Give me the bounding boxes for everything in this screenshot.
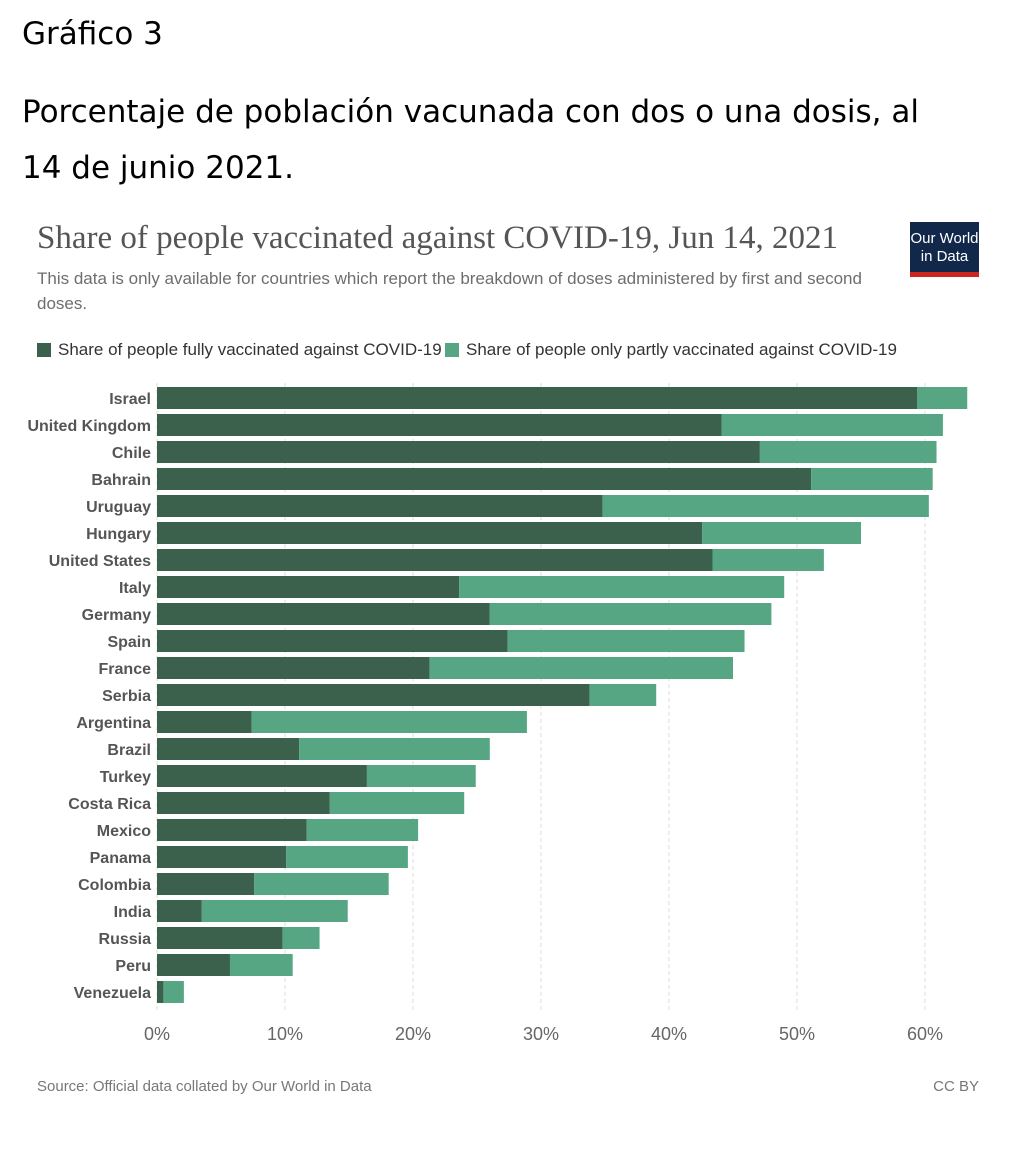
- category-label-panama: Panama: [90, 850, 151, 867]
- category-label-uruguay: Uruguay: [86, 499, 151, 516]
- license-label[interactable]: CC BY: [933, 1078, 979, 1095]
- category-label-colombia: Colombia: [78, 877, 151, 894]
- legend-swatch-fully: [37, 343, 51, 357]
- category-label-bahrain: Bahrain: [91, 472, 151, 489]
- bar-fully-france: [157, 657, 430, 679]
- category-label-venezuela: Venezuela: [74, 985, 151, 1002]
- category-label-costa-rica: Costa Rica: [68, 796, 151, 813]
- bar-partly-israel: [917, 387, 968, 409]
- bar-partly-colombia: [254, 873, 389, 895]
- chart-subtitle: This data is only available for countrie…: [37, 269, 862, 313]
- bar-fully-italy: [157, 576, 460, 598]
- legend-item-fully[interactable]: Share of people fully vaccinated against…: [37, 340, 442, 360]
- bar-fully-serbia: [157, 684, 590, 706]
- bar-partly-spain: [507, 630, 745, 652]
- bar-fully-chile: [157, 441, 760, 463]
- x-tick-label: 20%: [395, 1024, 431, 1044]
- owid-logo[interactable]: Our World in Data: [910, 222, 979, 277]
- x-tick-label: 0%: [144, 1024, 170, 1044]
- category-label-chile: Chile: [112, 445, 151, 462]
- category-label-hungary: Hungary: [86, 526, 151, 543]
- bar-partly-germany: [489, 603, 772, 625]
- bar-fully-costa-rica: [157, 792, 330, 814]
- bar-partly-india: [201, 900, 348, 922]
- category-label-brazil: Brazil: [107, 742, 151, 759]
- x-tick-label: 30%: [523, 1024, 559, 1044]
- x-tick-label: 50%: [779, 1024, 815, 1044]
- category-label-peru: Peru: [115, 958, 151, 975]
- figure-label: Gráfico 3: [22, 16, 163, 52]
- bar-fully-venezuela: [157, 981, 164, 1003]
- bar-fully-germany: [157, 603, 490, 625]
- bar-partly-brazil: [299, 738, 490, 760]
- bar-fully-uruguay: [157, 495, 603, 517]
- bar-partly-serbia: [589, 684, 657, 706]
- bar-fully-hungary: [157, 522, 703, 544]
- logo-line-2: in Data: [920, 248, 969, 265]
- category-label-united-kingdom: United Kingdom: [27, 418, 151, 435]
- bar-fully-colombia: [157, 873, 255, 895]
- bar-partly-mexico: [306, 819, 419, 841]
- category-label-mexico: Mexico: [97, 823, 151, 840]
- bar-fully-argentina: [157, 711, 252, 733]
- category-label-turkey: Turkey: [100, 769, 151, 786]
- category-label-italy: Italy: [119, 580, 151, 597]
- bar-fully-israel: [157, 387, 918, 409]
- bar-partly-united-kingdom: [721, 414, 943, 436]
- category-label-israel: Israel: [109, 391, 151, 408]
- bar-partly-bahrain: [811, 468, 933, 490]
- legend-label-fully: Share of people fully vaccinated against…: [58, 340, 442, 359]
- category-label-germany: Germany: [82, 607, 151, 624]
- bar-fully-brazil: [157, 738, 300, 760]
- bar-fully-russia: [157, 927, 283, 949]
- bar-fully-panama: [157, 846, 287, 868]
- bar-fully-peru: [157, 954, 230, 976]
- source-note: Source: Official data collated by Our Wo…: [37, 1078, 372, 1095]
- bar-fully-bahrain: [157, 468, 812, 490]
- bar-partly-hungary: [702, 522, 861, 544]
- bar-fully-india: [157, 900, 202, 922]
- legend-label-partly: Share of people only partly vaccinated a…: [466, 340, 897, 359]
- bar-partly-france: [429, 657, 733, 679]
- category-label-spain: Spain: [107, 634, 151, 651]
- category-label-argentina: Argentina: [76, 715, 151, 732]
- category-label-france: France: [99, 661, 152, 678]
- bar-partly-united-states: [712, 549, 824, 571]
- legend-swatch-partly: [445, 343, 459, 357]
- chart-title: Share of people vaccinated against COVID…: [37, 220, 838, 256]
- bar-partly-russia: [282, 927, 320, 949]
- x-tick-label: 60%: [907, 1024, 943, 1044]
- x-tick-label: 40%: [651, 1024, 687, 1044]
- category-label-india: India: [114, 904, 151, 921]
- category-label-russia: Russia: [99, 931, 152, 948]
- legend-item-partly[interactable]: Share of people only partly vaccinated a…: [445, 340, 897, 360]
- logo-line-1: Our World: [910, 230, 979, 247]
- x-tick-label: 10%: [267, 1024, 303, 1044]
- bar-partly-costa-rica: [329, 792, 465, 814]
- bar-fully-turkey: [157, 765, 367, 787]
- category-label-serbia: Serbia: [102, 688, 151, 705]
- figure-title: Porcentaje de población vacunada con dos…: [22, 94, 919, 186]
- bar-partly-argentina: [251, 711, 527, 733]
- bar-partly-italy: [459, 576, 785, 598]
- bar-fully-united-kingdom: [157, 414, 722, 436]
- bar-fully-united-states: [157, 549, 713, 571]
- bar-partly-uruguay: [602, 495, 929, 517]
- bar-partly-venezuela: [163, 981, 184, 1003]
- bar-partly-turkey: [366, 765, 476, 787]
- bar-fully-mexico: [157, 819, 307, 841]
- bar-fully-spain: [157, 630, 508, 652]
- bar-partly-peru: [229, 954, 293, 976]
- bar-partly-chile: [759, 441, 937, 463]
- category-label-united-states: United States: [49, 553, 151, 570]
- bar-partly-panama: [286, 846, 408, 868]
